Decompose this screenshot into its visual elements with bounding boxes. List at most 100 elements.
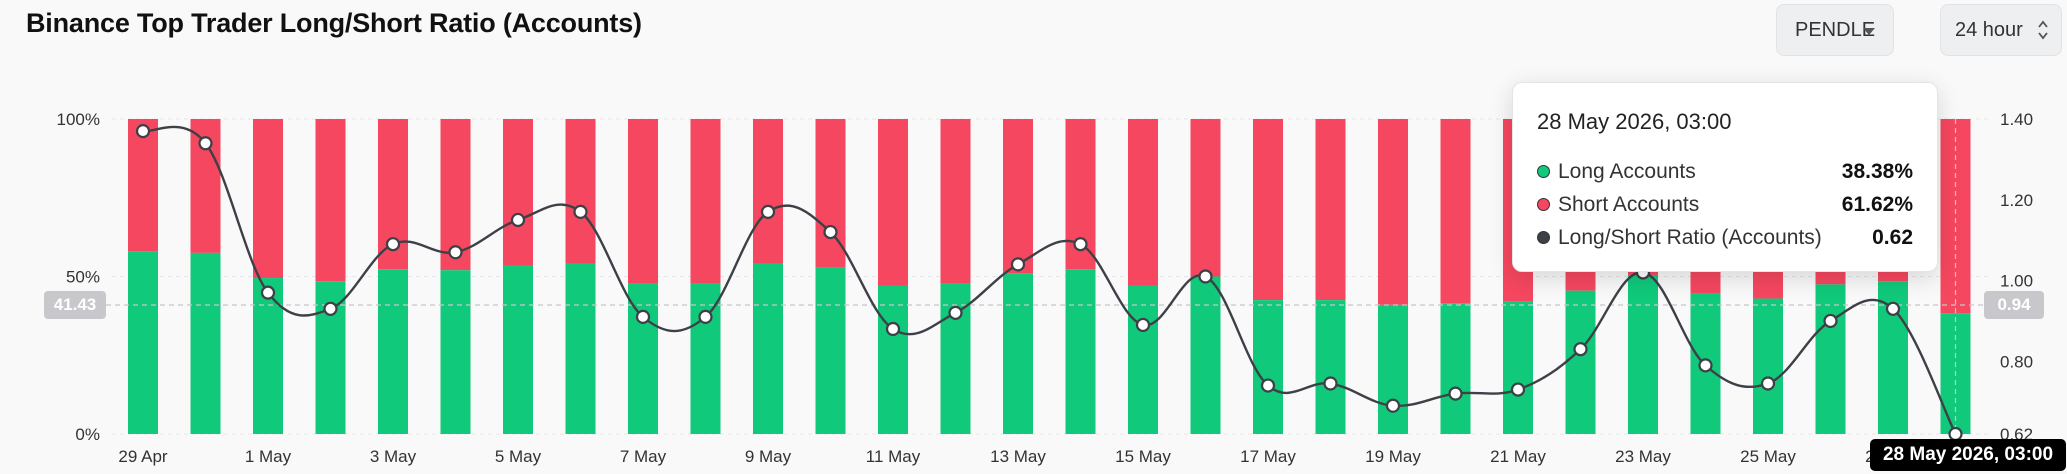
ratio-point xyxy=(1198,269,1213,284)
symbol-select[interactable]: PENDLE xyxy=(1776,4,1894,56)
short-bar xyxy=(1253,119,1283,301)
crosshair-left-value: 41.43 xyxy=(44,291,106,319)
ratio-line-layer xyxy=(142,125,1957,435)
short-bar xyxy=(503,119,533,266)
short-bar xyxy=(1378,119,1408,305)
long-bar xyxy=(1565,290,1596,434)
tooltip-row-ratio: Long/Short Ratio (Accounts) 0.62 xyxy=(1537,221,1913,254)
x-tick-label: 21 May xyxy=(1490,447,1546,466)
ratio-point xyxy=(573,204,588,219)
long-bar xyxy=(815,267,846,434)
ratio-point xyxy=(1385,398,1401,413)
ratio-legend-dot xyxy=(1537,231,1550,244)
symbol-select-label: PENDLE xyxy=(1795,18,1876,41)
long-bar xyxy=(128,251,158,434)
short-bar xyxy=(940,119,971,284)
ratio-line xyxy=(142,125,1957,435)
ratio-point xyxy=(1823,313,1838,329)
long-bar xyxy=(1628,274,1658,434)
long-legend-dot xyxy=(1537,165,1550,178)
ratio-point xyxy=(885,321,901,337)
short-bar xyxy=(565,119,596,264)
ratio-point xyxy=(1260,378,1276,393)
short-bar xyxy=(1315,119,1346,301)
short-bar xyxy=(628,119,658,284)
short-bar xyxy=(878,119,908,286)
ratio-point xyxy=(948,305,963,320)
long-bar xyxy=(1003,273,1033,434)
short-legend-dot xyxy=(1537,198,1550,211)
ratio-point xyxy=(760,204,776,219)
ratio-points-layer xyxy=(135,124,1963,442)
ratio-point xyxy=(323,301,338,316)
ratio-point xyxy=(1885,301,1901,316)
short-bar xyxy=(690,119,721,284)
ratio-point xyxy=(635,309,651,324)
short-bar xyxy=(1003,119,1033,274)
ratio-point xyxy=(385,237,401,252)
ratio-point xyxy=(448,245,463,260)
y-right-tick-label: 1.20 xyxy=(2000,191,2033,210)
x-tick-label: 11 May xyxy=(866,447,921,466)
x-tick-label: 17 May xyxy=(1240,447,1296,466)
tooltip-label: Long/Short Ratio (Accounts) xyxy=(1558,225,1822,249)
long-bar xyxy=(1753,298,1783,434)
grid-lines xyxy=(112,118,1992,435)
x-tick-label: 13 May xyxy=(990,447,1046,466)
x-tick-label: 29 Apr xyxy=(118,447,167,466)
tooltip-row-long: Long Accounts 38.38% xyxy=(1537,155,1913,188)
axes-labels: 0% 50% 100% 0.62 0.80 1.00 1.20 1.40 29 Apr 1 May… xyxy=(57,110,2034,466)
short-bar xyxy=(440,119,471,271)
long-bar xyxy=(1253,300,1283,434)
ratio-point xyxy=(1010,257,1026,272)
short-bar xyxy=(128,119,158,252)
short-bar xyxy=(1190,119,1221,277)
ratio-point xyxy=(198,136,213,151)
x-tick-label: 25 May xyxy=(1740,447,1796,466)
short-bar xyxy=(315,119,346,282)
x-tick-label: 1 May xyxy=(245,447,292,466)
chart-title: Binance Top Trader Long/Short Ratio (Acc… xyxy=(26,8,642,38)
long-bar xyxy=(1440,303,1471,434)
x-tick-label: 23 May xyxy=(1615,447,1671,466)
long-bar xyxy=(878,285,908,434)
tooltip-value: 38.38% xyxy=(1841,159,1913,183)
crosshair xyxy=(106,119,1984,434)
long-bar xyxy=(1128,285,1158,434)
long-bar xyxy=(190,252,221,434)
short-bar xyxy=(1440,119,1471,304)
tooltip-value: 0.62 xyxy=(1872,225,1913,249)
long-bar xyxy=(503,265,533,434)
interval-select-label: 24 hour xyxy=(1955,18,2023,41)
tooltip-label: Short Accounts xyxy=(1558,192,1700,216)
tooltip-label: Long Accounts xyxy=(1558,159,1696,183)
x-tick-label: 3 May xyxy=(370,447,417,466)
ratio-point xyxy=(1510,382,1526,397)
interval-select[interactable]: 24 hour xyxy=(1940,4,2062,56)
updown-chevron-icon xyxy=(2038,20,2048,40)
tooltip-date: 28 May 2026, 03:00 xyxy=(1537,109,1732,134)
ratio-point xyxy=(1573,342,1588,357)
long-bar xyxy=(378,269,408,434)
long-bar xyxy=(1315,300,1346,434)
long-bar xyxy=(253,278,283,434)
long-bar xyxy=(1815,284,1846,434)
long-bar xyxy=(628,283,658,434)
ratio-point xyxy=(698,309,713,324)
x-tick-label: 5 May xyxy=(495,447,542,466)
long-bar xyxy=(753,263,783,434)
ratio-point xyxy=(1323,376,1338,391)
long-bar xyxy=(440,270,471,434)
long-bar xyxy=(1190,276,1221,434)
long-bar xyxy=(1503,301,1533,434)
tooltip-value: 61.62% xyxy=(1841,192,1913,216)
ratio-point xyxy=(510,212,526,228)
short-bar xyxy=(253,119,283,279)
long-bar xyxy=(565,263,596,434)
ratio-point xyxy=(260,285,276,300)
ratio-point xyxy=(1760,376,1776,391)
crosshair-date-label: 28 May 2026, 03:00 xyxy=(1870,439,2066,471)
chart-tooltip: 28 May 2026, 03:00 Long Accounts 38.38% … xyxy=(1512,82,1938,272)
short-bar xyxy=(1940,119,1971,314)
y-right-tick-label: 1.00 xyxy=(2000,272,2033,291)
